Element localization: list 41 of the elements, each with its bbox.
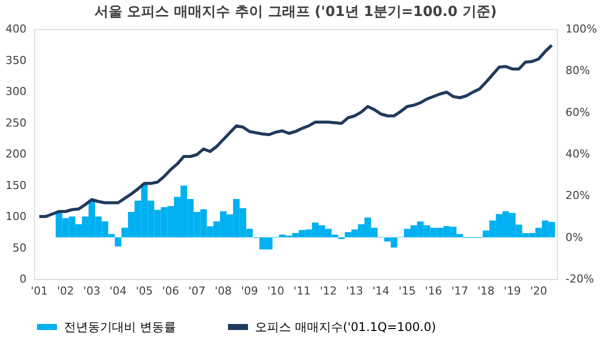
y-tick-label: 300	[6, 85, 26, 98]
x-tick-label: '08	[214, 284, 232, 298]
legend-label: 전년동기대비 변동률	[64, 320, 176, 334]
x-tick-label: '02	[57, 284, 74, 298]
x-tick-label: '10	[267, 284, 284, 298]
x-tick-label: '09	[240, 284, 258, 298]
y2-tick-label: 20%	[566, 189, 590, 202]
y-tick-label: 50	[12, 241, 26, 254]
x-tick-label: '11	[294, 284, 311, 298]
legend-label: 오피스 매매지수('01.1Q=100.0)	[255, 320, 436, 334]
y2-tick-label: 100%	[566, 22, 597, 36]
y2-tick-label: 60%	[566, 106, 590, 119]
x-tick-label: '19	[504, 284, 521, 298]
y-tick-label: 200	[6, 148, 26, 160]
x-tick-label: '01	[30, 284, 48, 298]
x-tick-label: '05	[136, 284, 153, 298]
x-tick-label: '07	[188, 284, 206, 298]
x-tick-label: '16	[424, 284, 442, 298]
y-tick-label: 350	[6, 54, 26, 67]
x-tick-label: '04	[110, 284, 127, 298]
x-tick-label: '14	[372, 284, 390, 298]
bar	[114, 237, 122, 246]
x-tick-label: '03	[83, 284, 100, 298]
x-tick-label: '12	[320, 284, 337, 298]
x-tick-label: '20	[530, 284, 548, 298]
chart-title: 서울 오피스 매매지수 추이 그래프 ('01년 1분기=100.0 기준)	[94, 4, 497, 20]
x-tick-label: '15	[398, 284, 416, 298]
y-tick-label: 400	[6, 22, 26, 36]
x-tick-label: '17	[451, 284, 468, 298]
y-tick-label: 250	[6, 116, 26, 130]
x-tick-label: '13	[346, 284, 364, 298]
y2-tick-label: 80%	[566, 64, 590, 78]
x-tick-label: '06	[162, 284, 180, 298]
y2-tick-label: 0%	[566, 230, 583, 244]
x-tick-label: '18	[478, 284, 495, 298]
y2-tick-label: -20%	[566, 272, 594, 286]
y2-tick-label: 40%	[566, 148, 590, 160]
y-tick-label: 150	[6, 178, 26, 192]
line-series	[38, 44, 554, 218]
y-tick-label: 0	[20, 272, 26, 286]
y-tick-label: 100	[6, 210, 26, 223]
